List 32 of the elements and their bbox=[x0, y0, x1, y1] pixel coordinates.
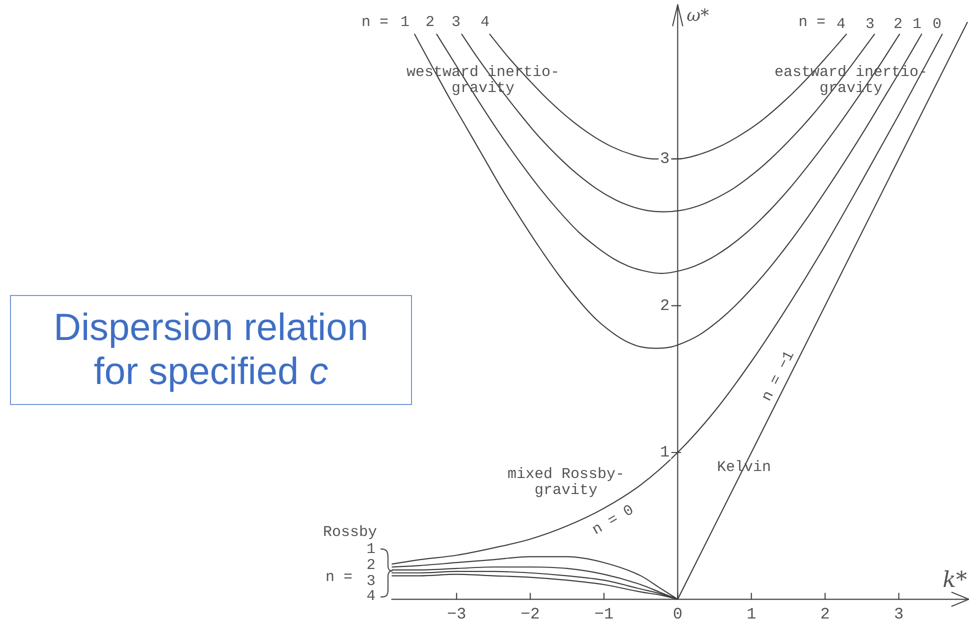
annotation: 1 bbox=[912, 16, 922, 33]
annotation: 4 bbox=[480, 14, 490, 31]
annotation: 1 bbox=[400, 14, 410, 31]
x-tick-label: 1 bbox=[746, 606, 756, 624]
annotation: 3 bbox=[451, 14, 461, 31]
y-tick-label: 1 bbox=[660, 444, 670, 462]
text: Rossby bbox=[322, 524, 378, 541]
text: n = bbox=[325, 568, 353, 586]
annotation: 2 bbox=[425, 14, 435, 31]
annotation: 4 bbox=[836, 16, 846, 33]
annotation: n = 0 bbox=[589, 502, 637, 540]
text: 3 bbox=[366, 572, 376, 590]
text: 4 bbox=[366, 588, 376, 605]
annotation: 3 bbox=[865, 16, 875, 33]
x-tick-label: 2 bbox=[820, 606, 830, 624]
annotation: n = −1 bbox=[758, 348, 798, 404]
annotation: 0 bbox=[932, 16, 942, 33]
y-axis-title: ω* bbox=[686, 6, 710, 26]
x-tick-label: 3 bbox=[894, 606, 904, 624]
text: n = bbox=[361, 14, 389, 31]
annotation: 2 bbox=[893, 16, 903, 33]
x-tick-label: −1 bbox=[594, 606, 614, 624]
text: 1 bbox=[366, 540, 376, 558]
x-tick-label: −3 bbox=[446, 606, 466, 624]
annotation: n = bbox=[798, 14, 826, 31]
x-tick-label: 0 bbox=[672, 606, 682, 624]
x-axis-title: k* bbox=[942, 568, 967, 594]
text: Dispersion relation for specified c bbox=[52, 306, 370, 394]
y-tick-label: 2 bbox=[660, 296, 670, 315]
text: 2 bbox=[366, 556, 376, 574]
y-tick-label: 3 bbox=[660, 150, 670, 168]
x-tick-label: −2 bbox=[520, 606, 540, 624]
